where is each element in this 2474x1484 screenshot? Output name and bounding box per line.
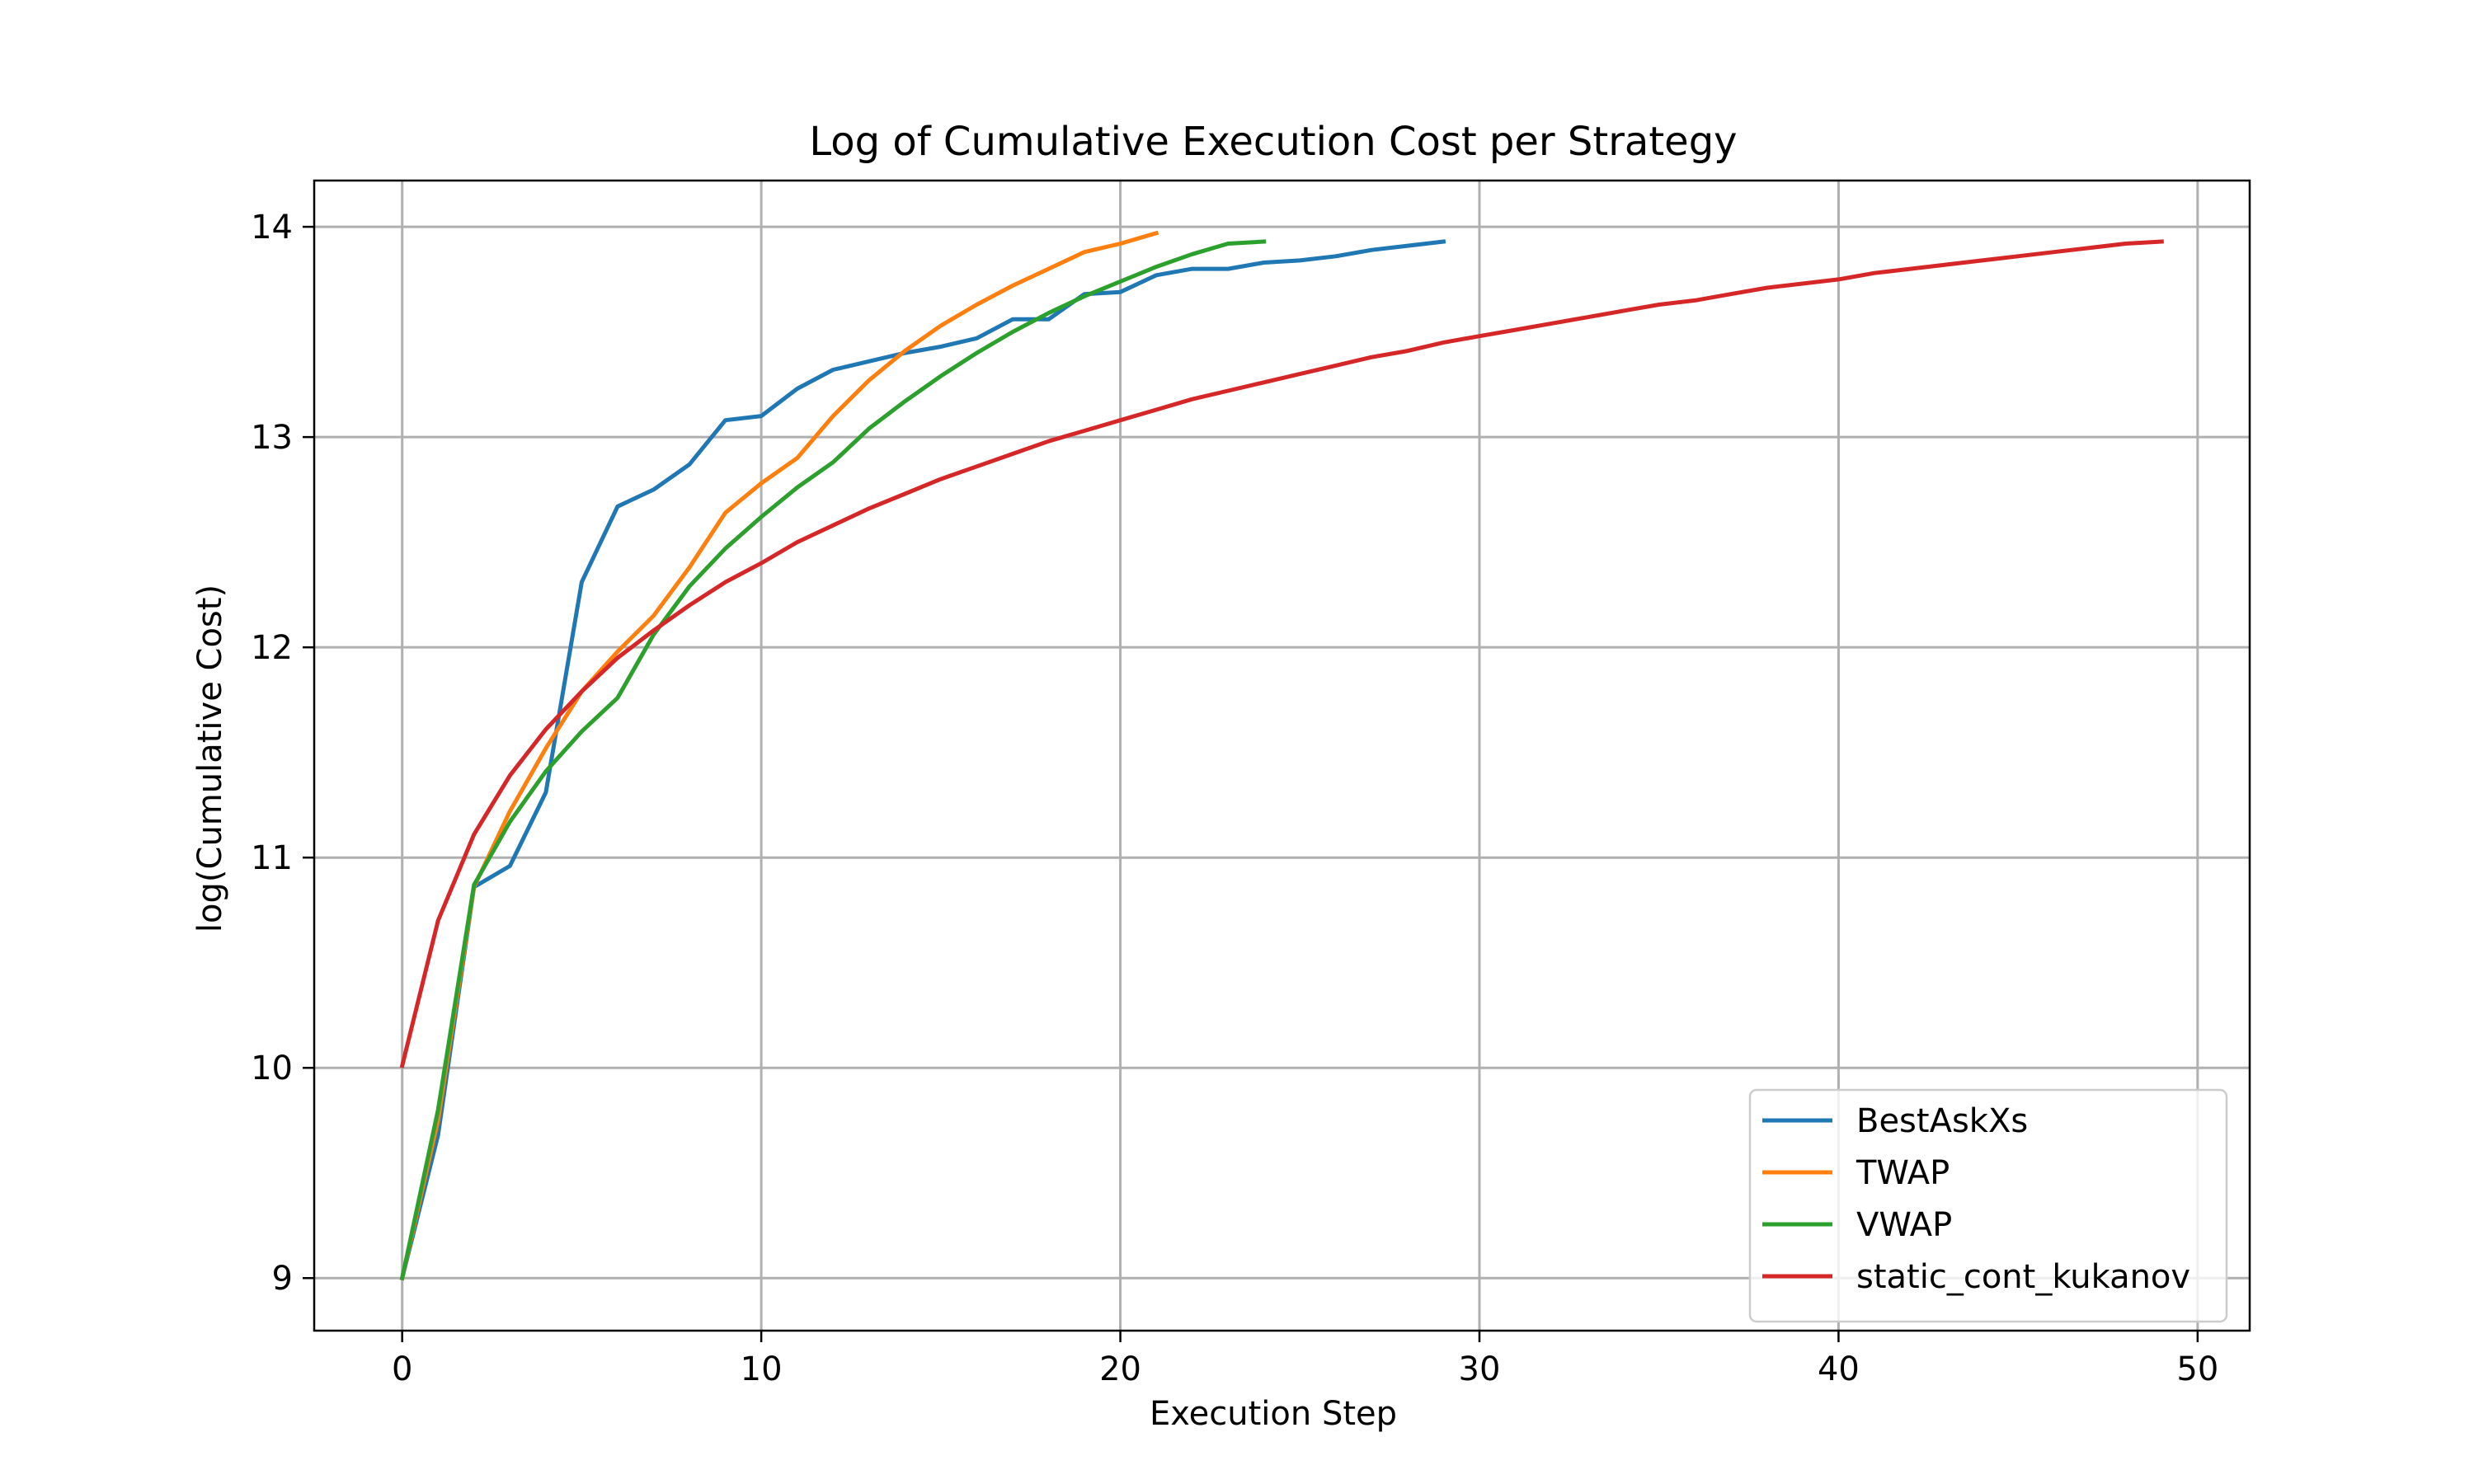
y-axis-label: log(Cumulative Cost) — [191, 585, 229, 932]
chart-title: Log of Cumulative Execution Cost per Str… — [809, 119, 1737, 165]
legend-item-twap: TWAP — [1762, 1154, 1950, 1192]
legend-box — [1748, 1088, 2228, 1323]
y-tick-label: 12 — [251, 629, 293, 667]
series-line-vwap — [399, 239, 1267, 1281]
legend-item-static-cont-kukanov: static_cont_kukanov — [1762, 1258, 2190, 1296]
y-tick-label: 13 — [251, 419, 293, 457]
series-lines — [399, 230, 2164, 1281]
legend-label: BestAskXs — [1856, 1102, 2028, 1140]
x-tick-label: 50 — [2176, 1350, 2218, 1388]
legend-item-vwap: VWAP — [1762, 1206, 1952, 1244]
y-tick-label: 9 — [272, 1260, 293, 1298]
series-line-static-cont-kukanov — [399, 239, 2164, 1068]
y-tick-label: 14 — [251, 209, 293, 247]
y-tick-label: 11 — [251, 839, 293, 877]
y-tick-label: 10 — [251, 1050, 293, 1087]
x-tick-label: 10 — [741, 1350, 783, 1388]
legend-label: VWAP — [1856, 1206, 1952, 1244]
legend-item-bestaskxs: BestAskXs — [1762, 1102, 2028, 1140]
x-axis-label: Execution Step — [1150, 1395, 1397, 1433]
x-tick-label: 20 — [1099, 1350, 1141, 1388]
x-tick-label: 40 — [1818, 1350, 1860, 1388]
plot-area-frame — [313, 179, 2251, 1332]
axis-ticks: 0 10 20 30 40 50 9 10 11 12 13 14 — [251, 209, 2218, 1388]
legend-label: static_cont_kukanov — [1856, 1258, 2190, 1296]
series-line-twap — [399, 230, 1159, 1281]
x-tick-label: 30 — [1459, 1350, 1501, 1388]
series-line-bestaskxs — [399, 239, 1446, 1281]
x-tick-label: 0 — [392, 1350, 412, 1388]
legend: BestAskXs TWAP VWAP static_cont_kukanov — [1748, 1088, 2228, 1323]
legend-label: TWAP — [1856, 1154, 1950, 1192]
